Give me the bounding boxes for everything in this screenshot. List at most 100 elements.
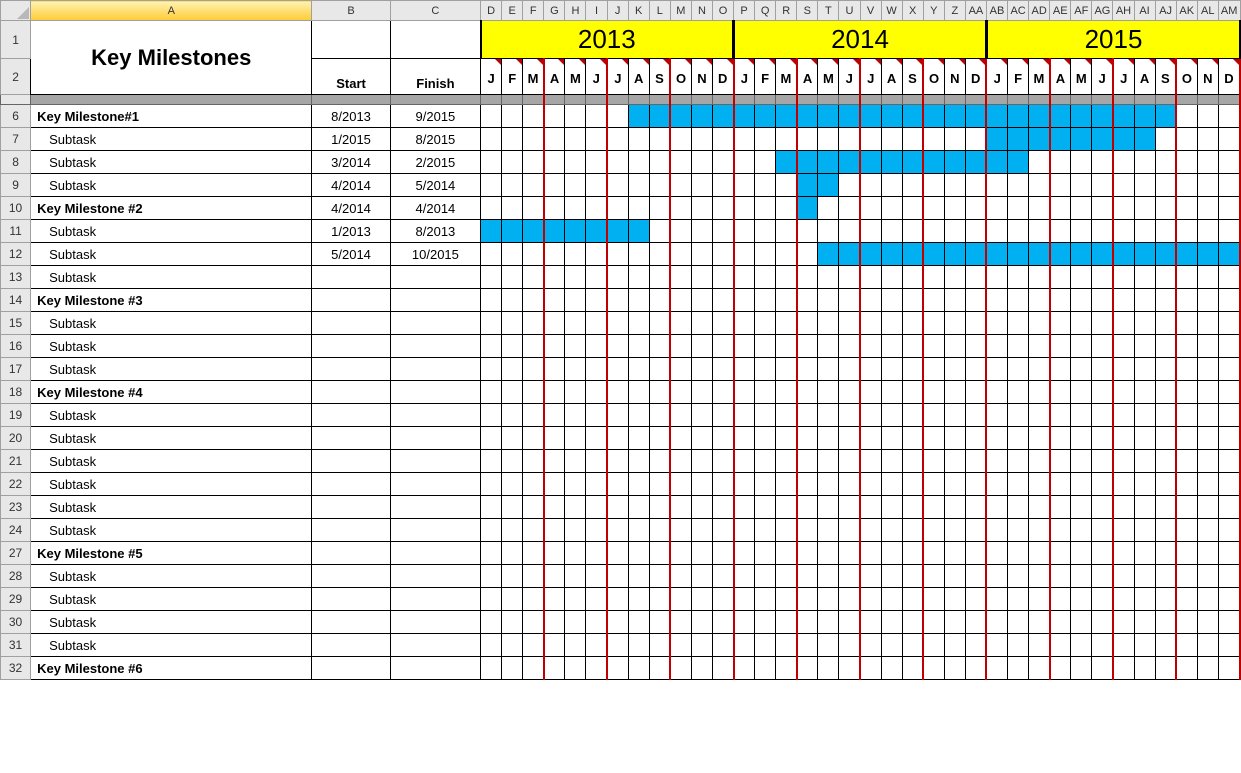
gantt-cell[interactable]	[1134, 197, 1155, 220]
gantt-cell[interactable]	[1071, 266, 1092, 289]
gantt-cell[interactable]	[628, 657, 649, 680]
gantt-cell[interactable]	[1008, 542, 1029, 565]
gantt-cell[interactable]	[944, 588, 965, 611]
gantt-cell[interactable]	[755, 220, 776, 243]
gantt-cell[interactable]	[1008, 496, 1029, 519]
gantt-cell[interactable]	[965, 266, 986, 289]
gantt-cell[interactable]	[1050, 588, 1071, 611]
gantt-cell[interactable]	[1092, 381, 1113, 404]
gantt-cell[interactable]	[502, 151, 523, 174]
gantt-cell[interactable]	[481, 611, 502, 634]
gantt-cell[interactable]	[881, 243, 902, 266]
gantt-cell[interactable]	[1155, 519, 1176, 542]
gantt-cell[interactable]	[860, 588, 881, 611]
gantt-cell[interactable]	[923, 335, 944, 358]
gantt-cell[interactable]	[818, 128, 839, 151]
gantt-cell[interactable]	[755, 404, 776, 427]
gantt-cell[interactable]	[502, 519, 523, 542]
gantt-cell[interactable]	[523, 312, 544, 335]
gantt-cell[interactable]	[860, 358, 881, 381]
gantt-cell[interactable]	[860, 473, 881, 496]
gantt-cell[interactable]	[1155, 404, 1176, 427]
month-header[interactable]: O	[923, 59, 944, 95]
gantt-cell[interactable]	[818, 243, 839, 266]
gantt-cell[interactable]	[1218, 657, 1240, 680]
start-date-cell[interactable]	[312, 611, 390, 634]
gantt-cell[interactable]	[1218, 450, 1240, 473]
gantt-cell[interactable]	[1029, 496, 1050, 519]
gantt-cell[interactable]	[1155, 220, 1176, 243]
gantt-cell[interactable]	[1092, 128, 1113, 151]
gantt-cell[interactable]	[1218, 105, 1240, 128]
gantt-cell[interactable]	[649, 611, 670, 634]
gantt-cell[interactable]	[944, 450, 965, 473]
gantt-cell[interactable]	[986, 128, 1007, 151]
gantt-cell[interactable]	[986, 358, 1007, 381]
gantt-cell[interactable]	[544, 473, 565, 496]
gantt-cell[interactable]	[923, 358, 944, 381]
gantt-cell[interactable]	[1197, 358, 1218, 381]
gantt-cell[interactable]	[839, 358, 860, 381]
gantt-cell[interactable]	[839, 381, 860, 404]
gantt-cell[interactable]	[986, 197, 1007, 220]
gantt-cell[interactable]	[1218, 312, 1240, 335]
gantt-cell[interactable]	[1218, 128, 1240, 151]
title-cell[interactable]: Key Milestones	[31, 21, 312, 95]
gantt-cell[interactable]	[902, 611, 923, 634]
gantt-cell[interactable]	[1092, 335, 1113, 358]
gantt-cell[interactable]	[1050, 634, 1071, 657]
column-header[interactable]: AJ	[1155, 1, 1176, 21]
gantt-cell[interactable]	[649, 151, 670, 174]
gantt-cell[interactable]	[965, 358, 986, 381]
gantt-cell[interactable]	[818, 266, 839, 289]
gantt-cell[interactable]	[712, 473, 733, 496]
gantt-cell[interactable]	[481, 266, 502, 289]
gantt-cell[interactable]	[712, 381, 733, 404]
gantt-cell[interactable]	[1155, 657, 1176, 680]
gantt-cell[interactable]	[1197, 611, 1218, 634]
gantt-cell[interactable]	[691, 151, 712, 174]
gantt-cell[interactable]	[734, 519, 755, 542]
column-header[interactable]: G	[544, 1, 565, 21]
gantt-cell[interactable]	[797, 404, 818, 427]
gantt-cell[interactable]	[818, 473, 839, 496]
gantt-cell[interactable]	[734, 312, 755, 335]
gantt-cell[interactable]	[1155, 588, 1176, 611]
column-header[interactable]: I	[586, 1, 607, 21]
task-name-cell[interactable]: Subtask	[31, 151, 312, 174]
gantt-cell[interactable]	[1155, 266, 1176, 289]
gantt-cell[interactable]	[502, 611, 523, 634]
gantt-cell[interactable]	[1092, 312, 1113, 335]
gantt-cell[interactable]	[628, 496, 649, 519]
gantt-cell[interactable]	[797, 335, 818, 358]
gantt-cell[interactable]	[1008, 289, 1029, 312]
row-header[interactable]: 2	[1, 59, 31, 95]
gantt-cell[interactable]	[902, 335, 923, 358]
gantt-cell[interactable]	[712, 335, 733, 358]
gantt-cell[interactable]	[902, 128, 923, 151]
gantt-cell[interactable]	[628, 151, 649, 174]
gantt-cell[interactable]	[797, 289, 818, 312]
gantt-cell[interactable]	[481, 519, 502, 542]
task-name-cell[interactable]: Subtask	[31, 358, 312, 381]
column-header[interactable]: AL	[1197, 1, 1218, 21]
gantt-cell[interactable]	[923, 634, 944, 657]
gantt-cell[interactable]	[670, 565, 691, 588]
gantt-cell[interactable]	[860, 197, 881, 220]
gantt-cell[interactable]	[965, 128, 986, 151]
gantt-cell[interactable]	[1050, 151, 1071, 174]
gantt-cell[interactable]	[881, 174, 902, 197]
column-header[interactable]: AE	[1050, 1, 1071, 21]
gantt-cell[interactable]	[902, 358, 923, 381]
start-date-cell[interactable]: 5/2014	[312, 243, 390, 266]
task-name-cell[interactable]: Subtask	[31, 565, 312, 588]
gantt-cell[interactable]	[1113, 220, 1134, 243]
gantt-cell[interactable]	[1155, 611, 1176, 634]
gantt-cell[interactable]	[1050, 611, 1071, 634]
gantt-cell[interactable]	[607, 588, 628, 611]
gantt-cell[interactable]	[1197, 312, 1218, 335]
gantt-cell[interactable]	[818, 657, 839, 680]
row-header[interactable]: 10	[1, 197, 31, 220]
cell[interactable]	[312, 21, 390, 59]
month-header[interactable]: D	[965, 59, 986, 95]
